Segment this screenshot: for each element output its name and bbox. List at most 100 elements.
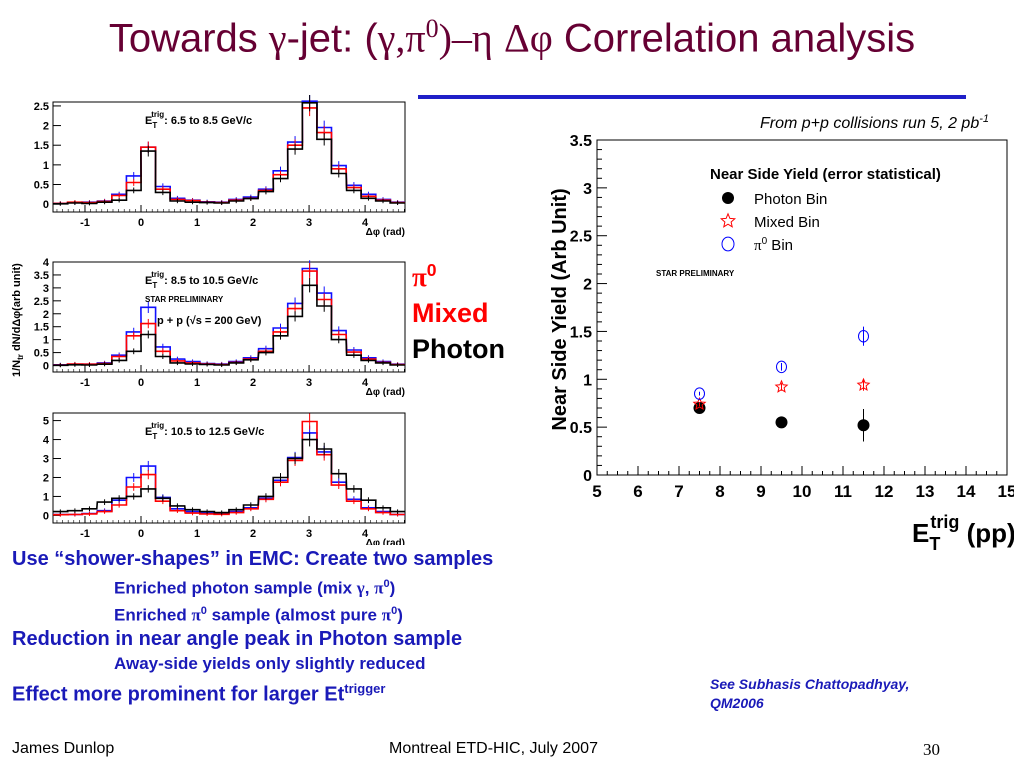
- footer-author: James Dunlop: [12, 740, 115, 757]
- near-side-yield-chart: From p+p collisions run 5, 2 pb-15 6 7 8 9 10…: [549, 113, 1014, 554]
- x-tick-label: 13: [916, 482, 935, 501]
- ylabel-post: dN/dΔφ(arb unit): [11, 263, 23, 354]
- histogram-panel-middle: 00.511.522.533.54-1 0 1 2 3 4Δφ (rad)ETtrig: …: [11, 257, 406, 398]
- panel-annotation: ETtrig: 8.5 to 10.5 GeV/c: [145, 270, 258, 290]
- energy-label: p + p (√s = 200 GeV): [157, 315, 262, 327]
- series-photon: [53, 432, 405, 515]
- x-tick-label: 1: [194, 377, 200, 389]
- annotation-sub: T: [152, 121, 157, 130]
- y-tick-label: 2: [43, 472, 49, 484]
- annotation-range: : 10.5 to 12.5 GeV/c: [164, 426, 264, 438]
- title-underline: [418, 95, 966, 99]
- y-tick-label: 1: [43, 160, 49, 172]
- x-tick-label: -1: [80, 528, 90, 540]
- x-tick-label: 4: [362, 528, 369, 540]
- marker-open-star: [856, 377, 871, 391]
- x-axis-label: Δφ (rad): [366, 538, 405, 545]
- x-tick-label: 7: [674, 482, 683, 501]
- y-tick-label: 0: [43, 199, 49, 211]
- y-tick-label: 5: [43, 416, 49, 428]
- source-note-sup: -1: [979, 113, 989, 125]
- series-legend: π0 Mixed Photon: [412, 252, 505, 367]
- marker-open-circle: [776, 360, 787, 374]
- footer-event: Montreal ETD-HIC, July 2007: [389, 740, 598, 757]
- panel-annotation: ETtrig: 10.5 to 12.5 GeV/c: [145, 421, 264, 441]
- y-tick-label: 0.5: [34, 348, 49, 360]
- marker-filled-circle: [722, 192, 734, 204]
- x-tick-label: 8: [715, 482, 724, 501]
- x-tick-label: 4: [362, 377, 369, 389]
- annotation-sub: T: [152, 281, 157, 290]
- marker-open-circle: [858, 329, 869, 343]
- series-photon: [53, 278, 405, 368]
- x-axis-label: Δφ (rad): [366, 227, 405, 238]
- xlabel-post: (pp): [959, 518, 1014, 548]
- y-tick-label: 0: [583, 468, 592, 485]
- y-tick-label: 2.5: [570, 229, 592, 246]
- y-tick-label: 0: [43, 361, 49, 373]
- y-axis-label: Near Side Yield (Arb Unit): [549, 188, 571, 430]
- x-tick-label: 0: [138, 377, 144, 389]
- x-tick-label: -1: [80, 377, 90, 389]
- marker-open-star: [692, 396, 707, 411]
- x-tick-label: 2: [250, 377, 256, 389]
- annotation-e: E: [145, 275, 152, 287]
- x-axis-label: Δφ (rad): [366, 387, 405, 398]
- legend-mixed: Mixed: [412, 298, 489, 328]
- star-preliminary-label: STAR PRELIMINARY: [656, 269, 735, 278]
- x-tick-label: 0: [138, 528, 144, 540]
- x-tick-label: 10: [793, 482, 812, 501]
- x-tick-label: 9: [756, 482, 765, 501]
- source-note: From p+p collisions run 5, 2 pb-1: [760, 113, 989, 132]
- histogram-panel-top: 0 0.5 1 1.5 2 2.5 -1 0 1 2 3 4Δφ (rad) ETtrig: 6.5 t…: [34, 95, 406, 238]
- y-tick-label: 3.5: [34, 270, 49, 282]
- title-gamma: γ: [268, 15, 287, 61]
- y-tick-label: 2: [583, 277, 592, 294]
- marker-open-star: [774, 379, 789, 393]
- y-tick-label: 1: [43, 491, 49, 503]
- x-tick-label: 3: [306, 528, 312, 540]
- histogram-line: [53, 102, 405, 205]
- annotation-sub: T: [152, 432, 157, 441]
- legend-entry: Mixed Bin: [719, 212, 820, 231]
- histogram-line: [53, 284, 405, 367]
- bullet-1b: Enriched π0 sample (almost pure π0): [114, 604, 403, 625]
- y-tick-label: 2: [43, 309, 49, 321]
- legend-label: Mixed Bin: [754, 214, 820, 231]
- y-tick-label: 2.5: [34, 101, 49, 113]
- y-tick-label: 3: [583, 181, 592, 198]
- y-tick-label: 4: [43, 257, 50, 269]
- legend-entry: Photon Bin: [722, 191, 827, 208]
- marker-filled-circle: [857, 419, 870, 432]
- marker-filled-circle: [775, 416, 788, 429]
- legend-photon: Photon: [412, 334, 505, 364]
- y-tick-label: 1.5: [34, 140, 49, 152]
- x-tick-label: 3: [306, 217, 312, 229]
- bullet-1a: Enriched photon sample (mix γ, π0): [114, 578, 396, 598]
- y-tick-label: 3.5: [570, 133, 592, 150]
- annotation-sup: trig: [151, 421, 164, 430]
- legend-label: π0 Bin: [754, 236, 793, 254]
- y-tick-label: 2: [43, 121, 49, 133]
- y-tick-label: 0.5: [34, 180, 49, 192]
- annotation-range: : 8.5 to 10.5 GeV/c: [164, 275, 258, 287]
- x-tick-label: 1: [194, 217, 200, 229]
- y-tick-label: 1.5: [34, 322, 49, 334]
- xlabel-sub: T: [929, 534, 940, 554]
- annotation-e: E: [145, 426, 152, 438]
- source-note-text: From p+p collisions run 5, 2 pb: [760, 115, 979, 132]
- annotation-sup: trig: [151, 110, 164, 119]
- dphi-histogram-panels: 00.511.522.5-1 0 1 2 3 4Δφ (rad)ETtrig: 6.5 t…: [11, 95, 406, 545]
- y-tick-label: 2.5: [34, 296, 49, 308]
- xlabel-e: E: [912, 518, 929, 548]
- panel-annotation: ETtrig: 6.5 to 8.5 GeV/c: [145, 110, 252, 130]
- legend-post: Bin: [767, 237, 793, 254]
- bullet-2a: Away-side yields only slightly reduced: [114, 654, 426, 674]
- legend-entry: π0 Bin: [721, 236, 793, 254]
- reference-note: See Subhasis Chattopadhyay, QM2006: [710, 675, 1010, 713]
- slide-title: Towards γ-jet: (γ,π0)–η Δφ Correlation a…: [108, 14, 916, 61]
- x-tick-label: 2: [250, 217, 256, 229]
- x-tick-label: 3: [306, 377, 312, 389]
- x-tick-label: 12: [875, 482, 894, 501]
